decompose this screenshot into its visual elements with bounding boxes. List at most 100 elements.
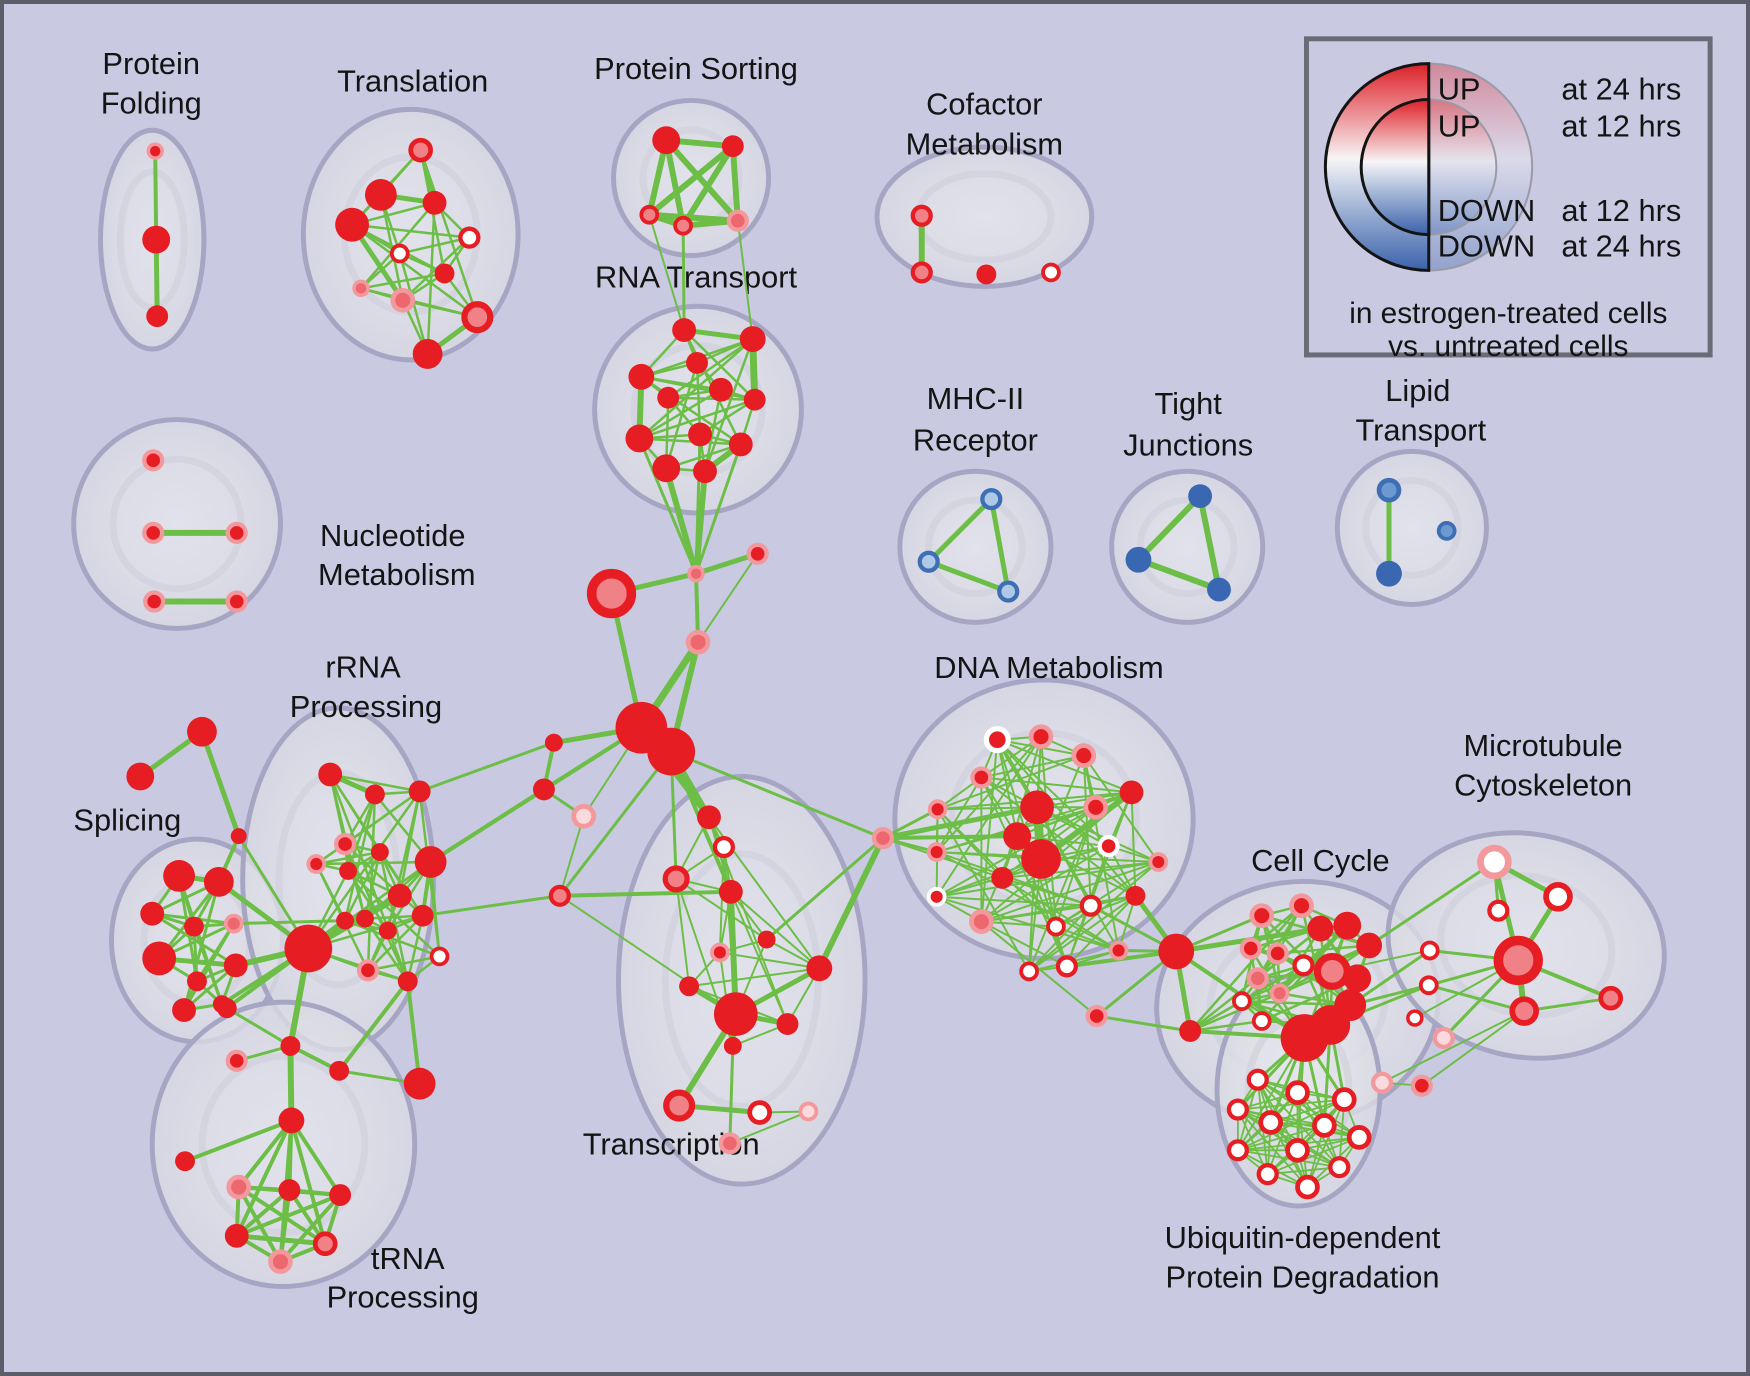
node-n4 <box>225 590 248 613</box>
edge-c7-c8 <box>688 967 821 988</box>
edge-s1-s3 <box>680 143 736 229</box>
node-cc9 <box>1356 932 1383 959</box>
node-s4 <box>726 209 749 232</box>
edge-t3-t9 <box>350 223 479 319</box>
node-tk5 <box>268 1249 293 1274</box>
edge-cc9-m0 <box>1367 860 1496 947</box>
node-r8 <box>625 424 654 453</box>
edge-d13-d14 <box>935 860 1160 898</box>
edge-m11-m6 <box>1420 1010 1526 1087</box>
node-cc1 <box>1289 893 1314 919</box>
node-sp5 <box>142 941 177 976</box>
edge-s0-s3 <box>663 137 687 229</box>
node-rr7 <box>387 883 412 908</box>
node-d22 <box>1085 1004 1108 1028</box>
node-tk4 <box>312 1231 338 1257</box>
cluster-labels: Protein Folding Translation Protein Sorting… <box>73 46 1632 1315</box>
node-rr14 <box>356 959 380 982</box>
node-rr9 <box>356 909 374 928</box>
edge-cn-c3 <box>557 889 733 898</box>
edge-d3-d6 <box>980 776 1133 794</box>
cluster-label-tight-junctions: Tight <box>1155 386 1223 421</box>
node-c13 <box>747 1100 773 1125</box>
cluster-ellipse-inner-ring-mhc-ii-receptor <box>925 496 1026 598</box>
node-n1 <box>142 521 165 545</box>
node-tk0 <box>226 1174 252 1200</box>
cluster-ellipse-lipid-transport <box>1334 448 1489 607</box>
edge-c15-c14 <box>728 1110 810 1145</box>
node-cf1 <box>910 261 933 284</box>
edge-rr8-rr16 <box>343 919 441 958</box>
node-d9 <box>1003 822 1032 851</box>
cluster-ellipse-tight-junctions <box>1109 468 1266 625</box>
edge-rr6-rr8 <box>343 850 382 922</box>
node-l2 <box>571 803 597 829</box>
node-cf3 <box>1041 262 1061 283</box>
node-t2 <box>422 190 447 215</box>
cluster-label-cofactor-metabolism: Metabolism <box>906 126 1063 161</box>
node-c1 <box>712 835 735 859</box>
node-t4 <box>458 226 481 249</box>
edge-tk2-tr0 <box>289 1118 343 1198</box>
node-r5 <box>657 386 680 409</box>
node-cc7 <box>1307 915 1334 942</box>
edge-pf1-pf2 <box>153 149 159 242</box>
edge-tk3-tr0 <box>234 1118 294 1238</box>
cluster-label-protein-sorting: Protein Sorting <box>594 51 798 86</box>
node-m4 <box>1418 975 1439 996</box>
edge-u6-u10 <box>1266 1136 1361 1176</box>
edge-d2-d4 <box>936 754 1085 811</box>
node-m0 <box>1477 844 1512 880</box>
node-d17 <box>1046 916 1066 937</box>
cluster-label-protein-folding: Folding <box>101 86 202 121</box>
edge-tre-rr15 <box>405 979 422 1086</box>
node-m6 <box>1509 996 1539 1026</box>
node-c7 <box>806 955 833 982</box>
node-cc18 <box>1179 1020 1202 1042</box>
network-figure: Protein Folding Translation Protein Sorting… <box>71 36 1713 1315</box>
edge-u1-u10 <box>1266 1091 1299 1176</box>
cluster-label-ubiquitin-degradation: Protein Degradation <box>1166 1260 1440 1295</box>
node-pf3 <box>146 305 169 328</box>
node-mh2 <box>997 580 1020 603</box>
node-r10 <box>652 454 681 483</box>
edge-l0-rr2 <box>418 741 556 793</box>
edge-j1-h1 <box>697 552 759 644</box>
edge-tk0-tk4 <box>236 1185 328 1246</box>
node-d10 <box>1021 839 1061 879</box>
cluster-label-tight-junctions: Junctions <box>1123 428 1253 463</box>
cluster-label-lipid-transport: Transport <box>1355 413 1486 448</box>
node-mh0 <box>980 488 1003 511</box>
edge-tk0-tr0 <box>236 1118 294 1190</box>
cluster-ellipse-mhc-ii-receptor <box>897 468 1054 625</box>
node-u4 <box>1258 1110 1284 1135</box>
node-cc8 <box>1333 911 1362 940</box>
cluster-ellipse-inner-ring-lipid-transport <box>1362 476 1462 579</box>
edge-tk4-tr0 <box>289 1118 328 1246</box>
edge-cc16-cc18 <box>1188 1019 1263 1033</box>
edge-d17-d19 <box>1054 925 1120 952</box>
edge-mh1-mh2 <box>926 559 1011 595</box>
node-tj1 <box>1125 546 1152 573</box>
node-d6 <box>1119 780 1144 805</box>
node-u11 <box>1295 1174 1320 1200</box>
edge-c6-c7 <box>718 951 821 970</box>
node-tr0 <box>278 1107 305 1134</box>
edge-l1-rr11 <box>428 787 546 864</box>
node-u2 <box>1331 1087 1357 1112</box>
node-b0 <box>586 568 637 619</box>
edge-d13-d20 <box>1028 860 1160 973</box>
node-d0 <box>983 726 1011 754</box>
node-t7 <box>352 279 370 298</box>
edge-r10-j0 <box>663 465 700 577</box>
edge-d11-d13 <box>1001 860 1160 879</box>
node-u9 <box>1328 1156 1351 1179</box>
edge-u2-u11 <box>1306 1098 1346 1188</box>
node-tk3 <box>224 1223 249 1248</box>
cluster-ellipse-inner-ring-tight-junctions <box>1136 496 1238 598</box>
legend-row-time: at 12 hrs <box>1561 193 1681 228</box>
node-r6 <box>743 388 766 411</box>
node-c15 <box>718 1132 741 1155</box>
cluster-label-splicing: Splicing <box>73 802 181 837</box>
